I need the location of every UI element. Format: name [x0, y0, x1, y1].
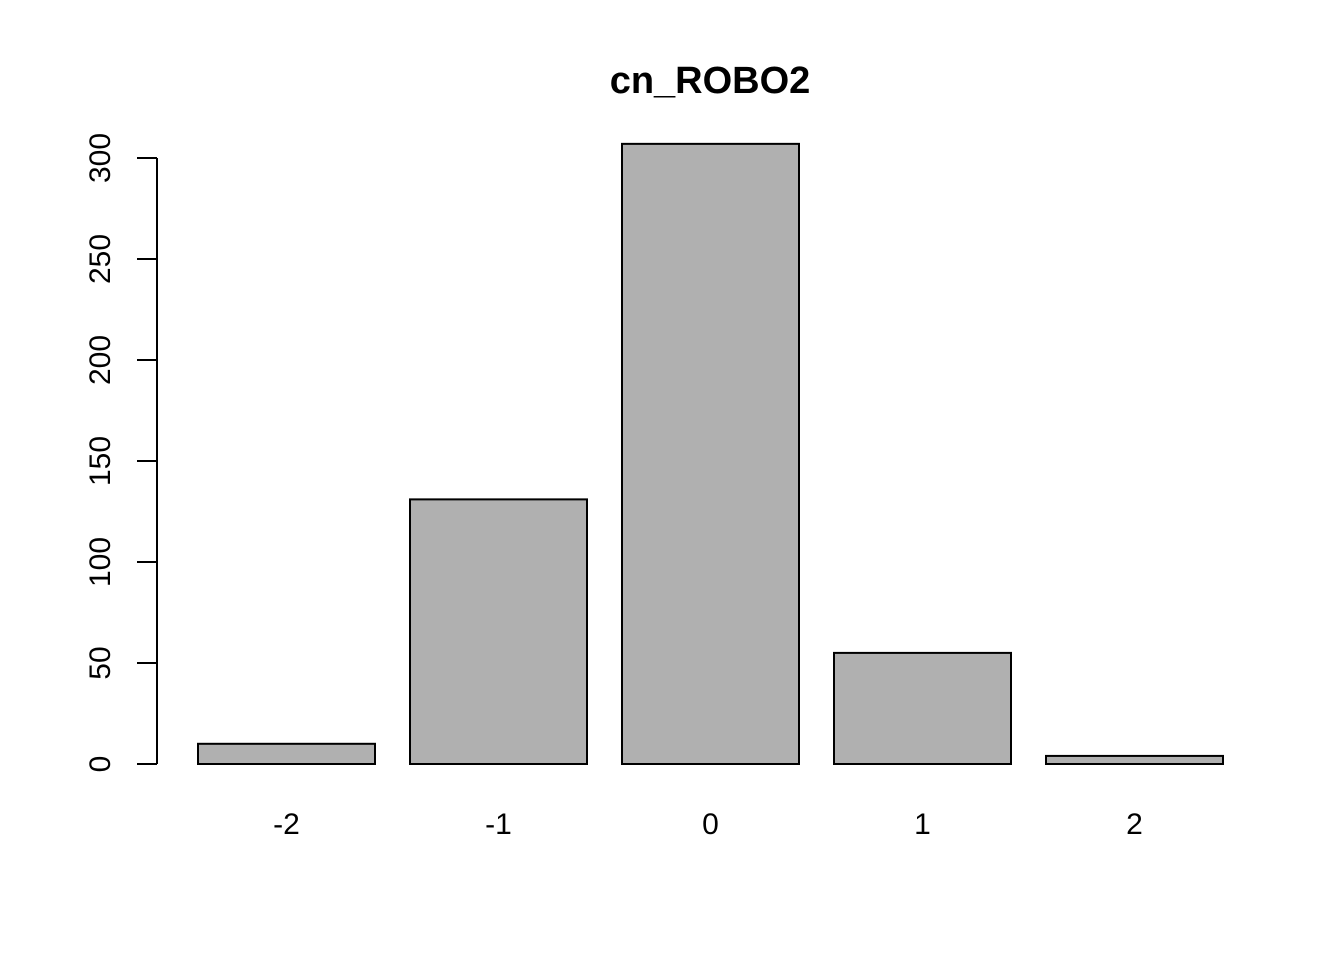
y-tick-label: 200: [84, 335, 117, 385]
y-tick-label: 50: [84, 646, 117, 679]
bar--1: [409, 498, 588, 765]
bars-group: [197, 142, 1224, 766]
y-tick-label: 0: [84, 756, 117, 773]
x-tick-label: 1: [914, 808, 931, 841]
x-tick-label: 2: [1126, 808, 1143, 841]
bar-2: [1045, 754, 1224, 765]
y-tick-label: 150: [84, 436, 117, 486]
bar--2: [197, 742, 376, 765]
x-tick-label: -1: [485, 808, 512, 841]
y-tick-label: 100: [84, 537, 117, 587]
x-tick-label: -2: [273, 808, 300, 841]
y-tick-label: 300: [84, 133, 117, 183]
y-tick-label: 250: [84, 234, 117, 284]
x-tick-label: 0: [702, 808, 719, 841]
bar-0: [621, 142, 800, 766]
bar-1: [833, 651, 1012, 766]
x-axis-labels: -2 -1 0 1 2: [273, 808, 1143, 841]
chart-title: cn_ROBO2: [610, 60, 811, 102]
y-axis: 0 50 100 150 200 250 300: [84, 133, 158, 773]
